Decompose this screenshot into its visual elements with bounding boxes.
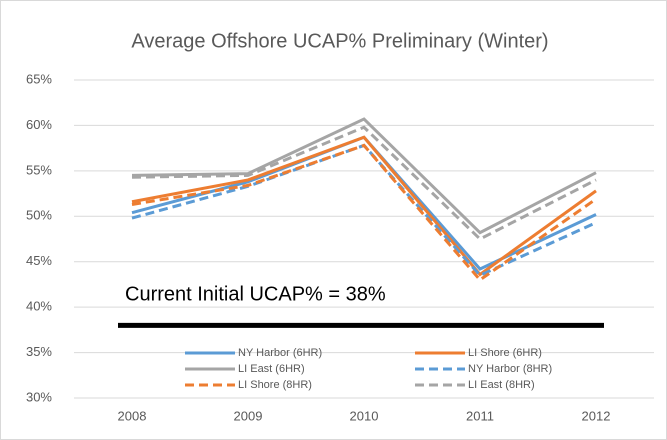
chart-title: Average Offshore UCAP% Preliminary (Wint… <box>131 30 548 52</box>
x-tick-label: 2009 <box>234 408 263 423</box>
y-tick-label: 40% <box>26 299 52 314</box>
annotation: Current Initial UCAP% = 38% <box>125 283 386 305</box>
legend-label: LI East (6HR) <box>238 363 305 375</box>
x-tick-label: 2010 <box>350 408 379 423</box>
series-line <box>131 117 597 235</box>
x-tick-label: 2011 <box>466 408 494 423</box>
x-tick-label: 2012 <box>582 408 611 423</box>
legend-label: NY Harbor (6HR) <box>238 347 322 359</box>
series-line <box>131 143 597 282</box>
series-line <box>131 125 597 241</box>
y-tick-label: 35% <box>26 344 52 359</box>
y-tick-label: 60% <box>26 117 52 132</box>
y-tick-label: 65% <box>26 71 52 86</box>
y-tick-label: 45% <box>26 253 52 268</box>
y-tick-label: 55% <box>26 162 52 177</box>
y-tick-label: 50% <box>26 208 52 223</box>
series-line <box>131 135 597 277</box>
legend-label: LI East (8HR) <box>468 379 535 391</box>
legend-label: NY Harbor (8HR) <box>468 363 552 375</box>
y-tick-label: 30% <box>26 389 52 404</box>
legend-label: LI Shore (8HR) <box>238 379 312 391</box>
legend-label: LI Shore (6HR) <box>468 347 542 359</box>
x-tick-label: 2008 <box>118 408 147 423</box>
